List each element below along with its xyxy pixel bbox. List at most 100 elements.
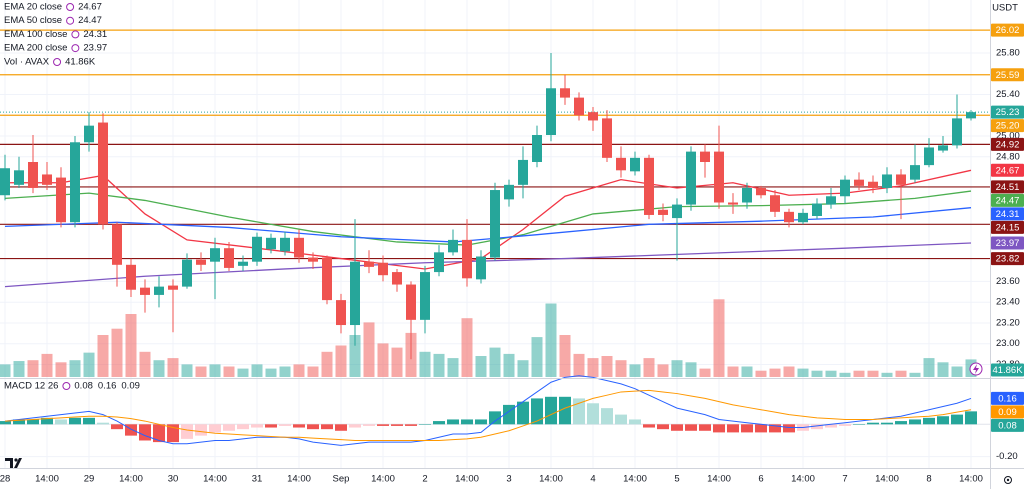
legend-label: EMA 100 close bbox=[4, 29, 67, 40]
macd-histogram-bar bbox=[475, 419, 487, 425]
volume-bar bbox=[545, 303, 557, 377]
macd-histogram-bar bbox=[125, 424, 137, 436]
legend-value: 0.16 bbox=[98, 381, 117, 392]
macd-histogram-bar bbox=[237, 424, 249, 430]
price-tag bbox=[991, 180, 1024, 194]
macd-histogram-bar bbox=[181, 424, 193, 439]
macd-histogram-bar bbox=[629, 419, 641, 425]
macd-histogram-bar bbox=[783, 424, 795, 433]
x-tick-label: 5 bbox=[674, 474, 679, 485]
candle-body bbox=[238, 261, 248, 266]
macd-histogram-bar bbox=[349, 424, 361, 428]
x-tick-label: 4 bbox=[590, 474, 595, 485]
macd-histogram-bar bbox=[601, 408, 613, 425]
volume-bar bbox=[881, 372, 893, 377]
price-tag-label: 25.20 bbox=[996, 121, 1020, 132]
legend-value: 23.97 bbox=[83, 43, 107, 54]
candle-body bbox=[448, 239, 458, 253]
macd-histogram-bar bbox=[447, 419, 459, 425]
volume-bar bbox=[209, 364, 221, 377]
volume-bar bbox=[293, 364, 305, 377]
macd-histogram-bar bbox=[727, 424, 739, 433]
x-tick-label: Sep bbox=[333, 474, 350, 485]
macd-histogram-bar bbox=[909, 419, 921, 425]
price-tag bbox=[991, 391, 1024, 405]
volume-bar bbox=[41, 353, 53, 377]
volume-bar bbox=[657, 364, 669, 377]
volume-bar bbox=[391, 347, 403, 377]
candle-body bbox=[672, 204, 682, 219]
macd-histogram-bar bbox=[517, 401, 529, 425]
macd-histogram-bar bbox=[279, 424, 291, 426]
ema-line bbox=[4, 242, 972, 288]
candle-body bbox=[756, 187, 766, 196]
candle-body bbox=[420, 272, 430, 320]
legend-value: 24.47 bbox=[78, 15, 102, 26]
ema-line bbox=[5, 169, 972, 270]
price-tag bbox=[991, 405, 1024, 419]
legend-label: EMA 20 close bbox=[4, 2, 62, 13]
volume-bar bbox=[643, 358, 655, 377]
macd-histogram-bar bbox=[195, 424, 207, 436]
settings-icon[interactable] bbox=[1004, 476, 1012, 484]
volume-bar bbox=[279, 366, 291, 377]
volume-bar bbox=[895, 370, 907, 377]
volume-bar bbox=[27, 360, 39, 377]
candle-body bbox=[462, 239, 472, 279]
x-tick-label: 14:00 bbox=[287, 474, 311, 485]
quote-currency: USDT bbox=[992, 3, 1018, 14]
price-tag-label: 0.16 bbox=[998, 393, 1017, 404]
volume-bar bbox=[699, 368, 711, 377]
candle-body bbox=[812, 203, 822, 216]
tradingview-logo bbox=[5, 458, 22, 468]
candle-body bbox=[406, 284, 416, 320]
macd-histogram-bar bbox=[293, 424, 305, 428]
replay-icon[interactable] bbox=[969, 362, 983, 376]
candle-body bbox=[770, 195, 780, 212]
candle-body bbox=[182, 259, 192, 287]
macd-histogram-bar bbox=[335, 424, 347, 431]
candle-body bbox=[196, 259, 206, 265]
macd-layer bbox=[0, 375, 977, 446]
macd-histogram-bar bbox=[573, 398, 585, 425]
signal-line bbox=[4, 389, 972, 441]
volume-bar bbox=[671, 360, 683, 377]
macd-histogram-bar bbox=[531, 398, 543, 425]
volume-bar bbox=[349, 335, 361, 377]
candle-body bbox=[658, 209, 668, 215]
macd-histogram-bar bbox=[643, 424, 655, 428]
price-tag bbox=[991, 193, 1024, 207]
macd-histogram-bar bbox=[321, 424, 333, 430]
price-tag-label: 0.09 bbox=[998, 407, 1017, 418]
candle-body bbox=[56, 177, 66, 223]
volume-bar bbox=[167, 358, 179, 377]
x-tick-label: 14:00 bbox=[539, 474, 563, 485]
volume-bar bbox=[265, 368, 277, 377]
legend-label: EMA 50 close bbox=[4, 15, 62, 26]
x-tick-label: 3 bbox=[506, 474, 511, 485]
price-tag-label: 24.31 bbox=[996, 209, 1020, 220]
volume-bar bbox=[223, 366, 235, 377]
price-tag-label: 24.47 bbox=[996, 195, 1020, 206]
macd-histogram-bar bbox=[391, 424, 403, 426]
x-tick-label: 8 bbox=[926, 474, 931, 485]
candle-body bbox=[336, 300, 346, 326]
volume-bar bbox=[335, 345, 347, 377]
macd-histogram-bar bbox=[825, 424, 837, 428]
macd-histogram-bar bbox=[377, 424, 389, 426]
volume-bar bbox=[489, 347, 501, 377]
macd-histogram-bar bbox=[769, 424, 781, 433]
candle-body bbox=[112, 224, 122, 265]
x-tick-label: 14:00 bbox=[623, 474, 647, 485]
volume-bar bbox=[587, 358, 599, 377]
macd-histogram-bar bbox=[839, 424, 851, 426]
x-tick-label: 28 bbox=[0, 474, 10, 485]
legend-icon bbox=[66, 16, 75, 25]
candle-body bbox=[168, 285, 178, 290]
candle-body bbox=[868, 181, 878, 188]
candle-body bbox=[490, 190, 500, 258]
macd-histogram-bar bbox=[699, 424, 711, 431]
volume-bar bbox=[363, 322, 375, 377]
macd-histogram-bar bbox=[615, 414, 627, 425]
y-tick-label: 25.00 bbox=[996, 131, 1020, 142]
